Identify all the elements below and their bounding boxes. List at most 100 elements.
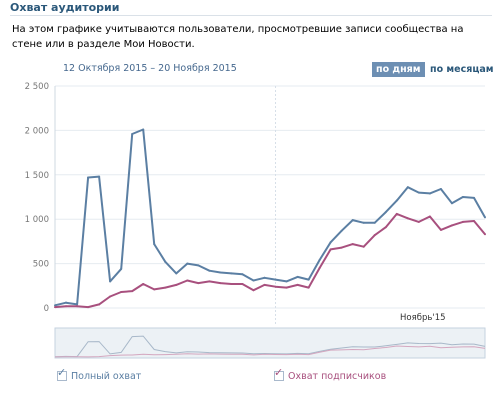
data-point <box>263 276 266 279</box>
legend-subscribers-reach[interactable]: ✓ Охват подписчиков <box>274 367 387 383</box>
data-point <box>461 196 464 198</box>
data-point <box>65 301 68 304</box>
data-point <box>219 271 222 274</box>
month-marker-label: Ноябрь'15 <box>400 313 446 323</box>
data-point <box>373 221 376 224</box>
y-tick-label: 500 <box>33 260 49 270</box>
y-tick-label: 2 000 <box>25 126 49 136</box>
data-point <box>208 269 211 272</box>
data-point <box>318 267 321 270</box>
data-point <box>340 246 343 249</box>
data-point <box>175 283 178 286</box>
data-point <box>340 229 343 232</box>
data-point <box>87 306 90 309</box>
data-point <box>417 220 420 223</box>
check-icon: ✓ <box>57 366 67 379</box>
data-point <box>296 275 299 278</box>
data-point <box>241 283 244 286</box>
data-point <box>428 215 431 218</box>
data-point <box>329 241 332 244</box>
data-point <box>164 260 167 263</box>
data-point <box>153 243 156 246</box>
data-point <box>252 279 255 282</box>
data-point <box>395 212 398 215</box>
data-point <box>263 283 266 286</box>
data-point <box>362 221 365 224</box>
data-point <box>439 228 442 231</box>
data-point <box>142 283 145 286</box>
data-point <box>318 259 321 262</box>
data-point <box>120 267 123 270</box>
data-point <box>230 272 233 275</box>
subscribers-reach-checkbox[interactable]: ✓ <box>274 367 284 381</box>
data-point <box>296 283 299 286</box>
y-tick-label: 2 500 <box>25 82 49 92</box>
data-point <box>54 306 56 309</box>
data-point <box>484 216 486 219</box>
data-point <box>252 289 255 292</box>
grid-lines <box>54 85 485 309</box>
data-point <box>395 199 398 202</box>
data-point <box>428 192 431 195</box>
full-reach-checkbox[interactable]: ✓ <box>57 367 67 381</box>
data-point <box>484 233 486 236</box>
legend-subscribers-label: Охват подписчиков <box>288 370 387 382</box>
data-point <box>76 305 79 308</box>
data-point <box>131 132 134 135</box>
data-point <box>384 211 387 214</box>
series-lines <box>54 128 486 309</box>
data-point <box>351 243 354 246</box>
by-months-button[interactable]: по месяцам <box>430 64 494 75</box>
data-point <box>307 278 310 281</box>
y-tick-label: 1 500 <box>25 171 49 181</box>
data-point <box>285 286 288 289</box>
data-point <box>285 280 288 283</box>
check-icon: ✓ <box>274 366 284 379</box>
date-range: 12 Октября 2015 – 20 Ноября 2015 <box>63 63 237 74</box>
data-point <box>98 175 101 178</box>
data-point <box>307 286 310 289</box>
series-line-full-reach <box>54 128 486 307</box>
data-point <box>197 264 200 267</box>
by-days-button[interactable]: по дням <box>372 62 425 77</box>
data-point <box>219 282 222 285</box>
data-point <box>87 176 90 179</box>
data-point <box>472 196 475 199</box>
navigator-series-line <box>54 345 486 358</box>
data-point <box>230 283 233 286</box>
month-marker: Ноябрь'15 <box>275 86 446 324</box>
data-point <box>329 248 332 251</box>
section-title: Охват аудитории <box>10 1 120 14</box>
data-point <box>208 280 211 283</box>
data-point <box>417 191 420 194</box>
series-line-subscribers-reach <box>54 212 486 309</box>
data-point <box>109 280 112 283</box>
y-tick-label: 0 <box>44 304 49 314</box>
data-point <box>153 288 156 291</box>
navigator-series-line <box>54 335 486 358</box>
title-divider <box>10 15 492 16</box>
data-point <box>241 273 244 276</box>
data-point <box>450 224 453 227</box>
data-point <box>54 304 56 307</box>
data-point <box>142 128 145 131</box>
data-point <box>351 219 354 222</box>
data-point <box>76 303 79 306</box>
data-point <box>472 219 475 222</box>
range-navigator[interactable] <box>54 327 486 359</box>
legend-full-label: Полный охват <box>71 370 142 382</box>
y-tick-label: 1 000 <box>25 215 49 225</box>
data-point <box>131 290 134 293</box>
data-point <box>439 188 442 191</box>
data-point <box>109 295 112 298</box>
legend-full-reach[interactable]: ✓ Полный охват <box>57 367 142 383</box>
chart-description: На этом графике учитываются пользователи… <box>12 24 464 50</box>
data-point <box>175 272 178 275</box>
data-point <box>98 303 101 306</box>
data-point <box>384 226 387 229</box>
data-point <box>186 262 189 265</box>
data-point <box>461 220 464 223</box>
data-point <box>164 286 167 289</box>
